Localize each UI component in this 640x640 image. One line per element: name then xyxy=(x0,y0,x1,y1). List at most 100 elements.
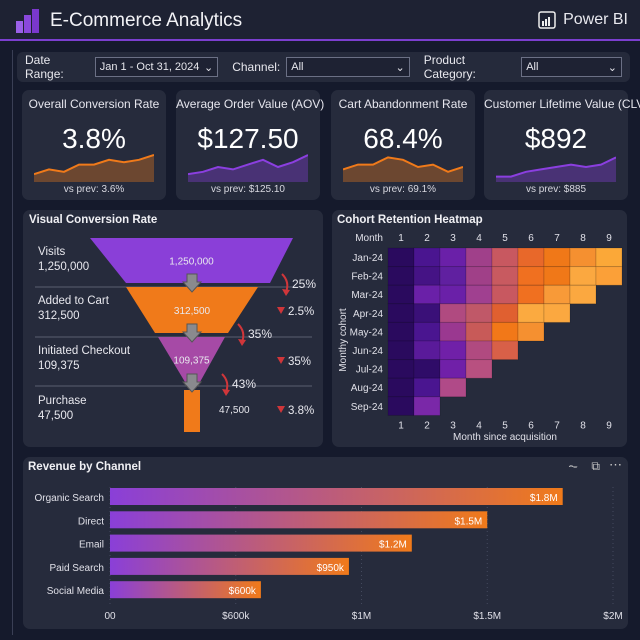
revenue-bar[interactable] xyxy=(110,488,563,505)
kpi-card[interactable]: Cart Abandonment Rate 68.4% vs prev: 69.… xyxy=(331,90,475,200)
heatmap-cell[interactable] xyxy=(387,266,415,286)
channel-dropdown[interactable]: All ⌄ xyxy=(286,57,410,77)
heatmap-cell[interactable] xyxy=(491,340,519,361)
heatmap-cell[interactable] xyxy=(517,266,545,286)
stage-count: 312,500 xyxy=(38,310,80,322)
heatmap-cell[interactable] xyxy=(465,284,493,305)
funnel-stage[interactable] xyxy=(90,238,293,283)
heatmap-cell[interactable] xyxy=(543,266,571,286)
kpi-value: $127.50 xyxy=(197,123,299,154)
x-tick-label: 7 xyxy=(554,420,560,431)
heatmap-cell[interactable] xyxy=(543,247,571,268)
heatmap-cell[interactable] xyxy=(439,266,467,286)
heatmap-cell[interactable] xyxy=(491,266,519,286)
sparkline-line xyxy=(188,154,308,176)
x-tick-label: 2 xyxy=(424,420,430,431)
heatmap-cell[interactable] xyxy=(569,266,597,286)
heatmap-cell[interactable] xyxy=(439,247,467,268)
kpi-title: Cart Abandonment Rate xyxy=(338,97,468,111)
heatmap-cell[interactable] xyxy=(517,284,545,305)
heatmap-cell[interactable] xyxy=(413,266,441,286)
heatmap-cell[interactable] xyxy=(413,284,441,305)
heatmap-cell[interactable] xyxy=(387,303,415,323)
heatmap-cell[interactable] xyxy=(569,284,597,305)
heatmap-cell[interactable] xyxy=(387,396,415,416)
sparkline-line xyxy=(34,154,154,176)
heatmap-cell[interactable] xyxy=(387,247,415,268)
heatmap-cell[interactable] xyxy=(387,377,415,398)
funnel-stage[interactable] xyxy=(126,287,258,333)
drop-arrow-icon xyxy=(222,389,230,396)
kpi-card[interactable]: Overall Conversion Rate 3.8% vs prev: 3.… xyxy=(22,90,166,200)
heatmap-cell[interactable] xyxy=(517,247,545,268)
heatmap-cell[interactable] xyxy=(387,340,415,361)
revenue-bar[interactable] xyxy=(110,511,488,529)
heatmap-cell[interactable] xyxy=(491,284,519,305)
heatmap-cell[interactable] xyxy=(465,340,493,361)
heatmap-cell[interactable] xyxy=(465,303,493,323)
bar-data-label: $1.8M xyxy=(530,493,558,504)
heatmap-cell[interactable] xyxy=(387,284,415,305)
revenue-bar[interactable] xyxy=(110,534,412,552)
x-tick-label: 8 xyxy=(580,420,586,431)
kpi-title: Customer Lifetime Value (CLV) xyxy=(484,97,640,111)
heatmap-cell[interactable] xyxy=(465,247,493,268)
heatmap-cell[interactable] xyxy=(491,303,519,323)
funnel-stage-value: 47,500 xyxy=(219,405,250,416)
heatmap-cell[interactable] xyxy=(413,377,441,398)
heatmap-cell[interactable] xyxy=(387,321,415,342)
heatmap-cell[interactable] xyxy=(569,247,597,268)
flow-arrow-icon xyxy=(181,373,203,393)
heatmap-cell[interactable] xyxy=(595,247,623,268)
heatmap-cell[interactable] xyxy=(439,377,467,398)
focus-mode-icon[interactable]: ⧉ xyxy=(591,459,600,473)
heatmap-cell[interactable] xyxy=(413,321,441,342)
funnel-stage-label: Visits 1,250,000 xyxy=(38,245,89,275)
divider xyxy=(12,50,13,635)
heatmap-cell[interactable] xyxy=(517,321,545,342)
pin-icon[interactable]: ⏦ xyxy=(568,459,578,473)
heatmap-cell[interactable] xyxy=(491,247,519,268)
column-label: 4 xyxy=(476,233,482,244)
more-options-icon[interactable]: ⋯ xyxy=(609,457,622,472)
date-range-label: Date Range: xyxy=(25,53,64,81)
heatmap-cell[interactable] xyxy=(413,303,441,323)
kpi-card[interactable]: Customer Lifetime Value (CLV) $892 vs pr… xyxy=(484,90,640,200)
y-axis-title: Monthy cohort xyxy=(338,308,349,372)
flow-arrow-icon xyxy=(181,323,203,343)
heatmap-cell[interactable] xyxy=(413,396,441,416)
heatmap-cell[interactable] xyxy=(439,321,467,342)
funnel-stage-value: 1,250,000 xyxy=(169,257,214,268)
heatmap-cell[interactable] xyxy=(465,359,493,379)
heatmap-cell[interactable] xyxy=(439,359,467,379)
app-header xyxy=(0,0,640,41)
heatmap-cell[interactable] xyxy=(465,266,493,286)
powerbi-brand: Power BI xyxy=(537,10,628,30)
heatmap-cell[interactable] xyxy=(543,284,571,305)
heatmap-cell[interactable] xyxy=(439,303,467,323)
heatmap-cell[interactable] xyxy=(413,247,441,268)
row-label: Sep-24 xyxy=(351,402,384,413)
heatmap-cell[interactable] xyxy=(543,303,571,323)
product-category-dropdown[interactable]: All ⌄ xyxy=(521,57,622,77)
kpi-previous: vs prev: $125.10 xyxy=(211,184,285,195)
heatmap-cell[interactable] xyxy=(439,284,467,305)
sparkline-area xyxy=(34,155,154,182)
date-range-dropdown[interactable]: Jan 1 - Oct 31, 2024 ⌄ xyxy=(94,57,219,77)
heatmap-cell[interactable] xyxy=(439,340,467,361)
heatmap-cell[interactable] xyxy=(387,359,415,379)
heatmap-cell[interactable] xyxy=(465,321,493,342)
funnel-stage-label: Added to Cart 312,500 xyxy=(38,294,109,324)
kpi-card[interactable]: Average Order Value (AOV) $127.50 vs pre… xyxy=(176,90,324,200)
funnel-stage[interactable] xyxy=(184,390,200,432)
funnel-stage[interactable] xyxy=(158,337,225,382)
flow-arrow-icon xyxy=(181,273,203,293)
heatmap-cell[interactable] xyxy=(413,359,441,379)
heatmap-cell[interactable] xyxy=(413,340,441,361)
heatmap-cell[interactable] xyxy=(491,321,519,342)
revenue-bar[interactable] xyxy=(110,557,349,575)
heatmap-cell[interactable] xyxy=(517,303,545,323)
stage-count: 1,250,000 xyxy=(38,261,90,273)
revenue-bar[interactable] xyxy=(110,581,261,599)
heatmap-cell[interactable] xyxy=(595,266,623,286)
